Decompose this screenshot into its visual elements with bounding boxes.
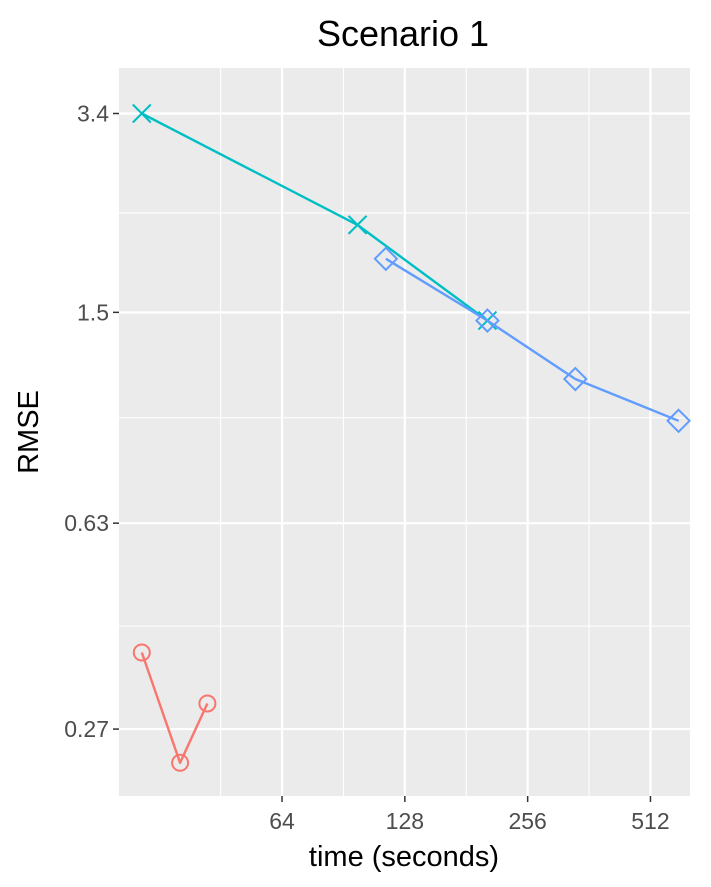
data-point-circle [171, 753, 190, 772]
data-point-circle [132, 643, 151, 662]
x-tick-label: 128 [386, 808, 424, 834]
data-point-diamond [373, 246, 399, 272]
grid-major [119, 68, 690, 796]
series-3-line [385, 257, 680, 422]
y-tick-label: 0.27 [64, 716, 109, 742]
series-1 [132, 643, 217, 772]
series-layer [132, 103, 691, 772]
x-tick-label: 256 [508, 808, 546, 834]
x-tick-label: 512 [631, 808, 669, 834]
data-point-diamond [562, 366, 588, 392]
data-point-circle [198, 694, 217, 713]
chart-title: Scenario 1 [317, 13, 489, 54]
y-tick-label: 1.5 [77, 299, 109, 325]
data-point-diamond [666, 408, 691, 434]
x-axis-ticks: 64 128 256 512 [269, 796, 670, 834]
data-point-diamond [475, 308, 500, 334]
series-3 [373, 246, 691, 434]
data-point-cross [132, 103, 152, 124]
data-point-cross [347, 215, 368, 235]
x-tick-label: 64 [269, 808, 295, 834]
series-1-line [140, 652, 209, 764]
y-axis-title: RMSE [13, 390, 45, 474]
x-axis-title: time (seconds) [309, 841, 499, 873]
y-tick-label: 3.4 [77, 100, 109, 126]
y-axis-ticks: 0.27 0.63 1.5 3.4 [64, 100, 119, 742]
y-tick-label: 0.63 [64, 510, 109, 536]
